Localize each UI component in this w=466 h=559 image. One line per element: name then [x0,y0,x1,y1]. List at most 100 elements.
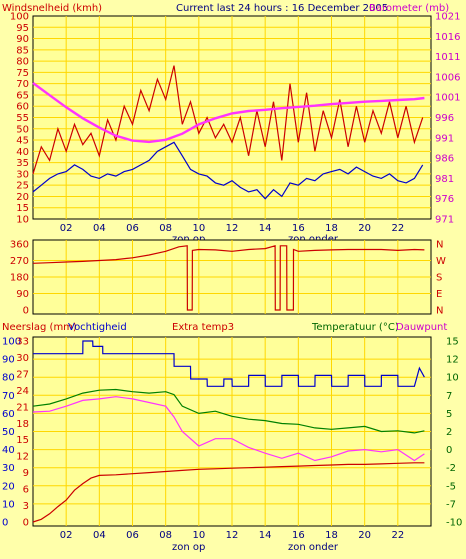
extra-temp-label: Extra temp3 [172,322,234,333]
temperature-tick-labels: 15 12 10 7 5 2 0 -2 -5 -7 -10 [446,337,462,529]
hour-tick-label: 14 [259,223,272,234]
hour-tick-label: 18 [325,223,338,234]
temperature-tick-label: 7 [446,391,452,402]
temperature-tick-label: 5 [446,409,452,420]
temperature-axis-label: Temperatuur (°C) [311,322,399,333]
hour-tick-label: 08 [159,223,172,234]
compass-letter: W [436,256,446,267]
temperature-tick-label: -7 [446,499,456,510]
wind-hour-tick-labels: 02 04 06 08 10 12 14 16 18 20 22 [60,223,404,234]
barometer-axis-label: Barometer (mb) [369,3,449,14]
wind-speed-axis-label: Windsnelheid (kmh) [2,3,102,14]
wind-tick-label: 45 [16,136,29,147]
wind-tick-label: 40 [16,147,29,158]
temperature-tick-label: 2 [446,427,452,438]
rain-tick-label: 27 [16,369,29,380]
hour-tick-label: 16 [292,223,305,234]
wind-plot-grid [33,16,431,219]
hour-tick-label: 16 [292,530,305,541]
barometer-tick-label: 1011 [435,52,460,63]
humidity-tick-label: 10 [2,499,15,510]
direction-tick-label: 90 [16,289,29,300]
temperature-tick-label: 0 [446,445,452,456]
hour-tick-label: 12 [226,530,239,541]
rain-tick-label: 0 [23,518,29,529]
wind-tick-label: 30 [16,169,29,180]
climate-plot-series [32,340,425,523]
humidity-line [33,340,425,387]
humidity-tick-label: 0 [2,518,8,529]
temperature-tick-label: 12 [446,355,459,366]
rain-tick-label: 18 [16,419,29,430]
hour-tick-label: 04 [93,223,106,234]
humidity-tick-label: 20 [2,481,15,492]
temperature-tick-label: -2 [446,463,456,474]
climate-hour-tick-labels: 02 04 06 08 10 12 14 16 18 20 22 [60,530,404,541]
hour-tick-label: 18 [325,530,338,541]
barometer-line [32,82,425,144]
chart-title: Current last 24 hours : 16 December 2005 [176,3,388,14]
barometer-tick-label: 996 [435,113,454,124]
rain-tick-label: 33 [16,337,29,348]
wind-direction-line [32,245,425,311]
barometer-tick-label: 1016 [435,32,460,43]
wind-tick-label: 90 [16,34,29,45]
wind-tick-label: 25 [16,181,29,192]
hour-tick-label: 02 [60,223,73,234]
wind-tick-label: 35 [16,158,29,169]
climate-plot-grid [33,337,431,526]
barometer-tick-label: 971 [435,215,454,226]
hour-tick-label: 20 [358,223,371,234]
temperature-tick-label: -5 [446,481,456,492]
wind-tick-label: 20 [16,192,29,203]
gust-line [32,141,424,200]
humidity-tick-label: 80 [2,373,15,384]
direction-tick-label: 270 [10,256,29,267]
hour-tick-label: 20 [358,530,371,541]
rain-line [32,462,425,523]
humidity-tick-label: 30 [2,463,15,474]
humidity-tick-label: 60 [2,409,15,420]
barometer-tick-label: 986 [435,154,454,165]
barometer-tick-label: 981 [435,174,454,185]
wind-tick-label: 60 [16,102,29,113]
compass-letter: S [436,273,442,284]
direction-tick-label: 0 [23,306,29,317]
hour-tick-label: 04 [93,530,106,541]
compass-letter: N [436,240,443,251]
hour-tick-label: 08 [159,530,172,541]
barometer-tick-label: 1001 [435,93,460,104]
dewpoint-line [32,396,425,462]
humidity-axis-label: Vochtigheid [68,322,127,333]
rain-tick-label: 12 [16,452,29,463]
direction-tick-labels: 360 270 180 90 0 [10,240,29,317]
extra-temp-line [32,388,425,434]
rain-tick-label: 6 [23,485,29,496]
humidity-tick-label: 90 [2,355,15,366]
rain-tick-label: 15 [16,435,29,446]
barometer-tick-label: 1021 [435,12,460,23]
humidity-tick-label: 50 [2,427,15,438]
sunset-label-bottom: zon onder [288,542,339,553]
direction-series [32,245,425,311]
temperature-tick-label: -10 [446,518,462,529]
wind-tick-label: 10 [16,215,29,226]
rain-tick-label: 9 [23,468,29,479]
humidity-tick-label: 40 [2,445,15,456]
rain-axis-label: Neerslag (mm) [2,322,77,333]
wind-tick-label: 55 [16,113,29,124]
hour-tick-label: 10 [192,223,205,234]
direction-tick-label: 360 [10,240,29,251]
barometer-tick-label: 1006 [435,72,460,83]
hour-tick-label: 12 [226,223,239,234]
hour-tick-label: 10 [192,530,205,541]
wind-tick-label: 70 [16,79,29,90]
rain-tick-label: 30 [16,353,29,364]
wind-speed-line [32,65,424,175]
sunrise-label-bottom: zon op [172,542,205,553]
wind-plot-series [32,65,425,200]
